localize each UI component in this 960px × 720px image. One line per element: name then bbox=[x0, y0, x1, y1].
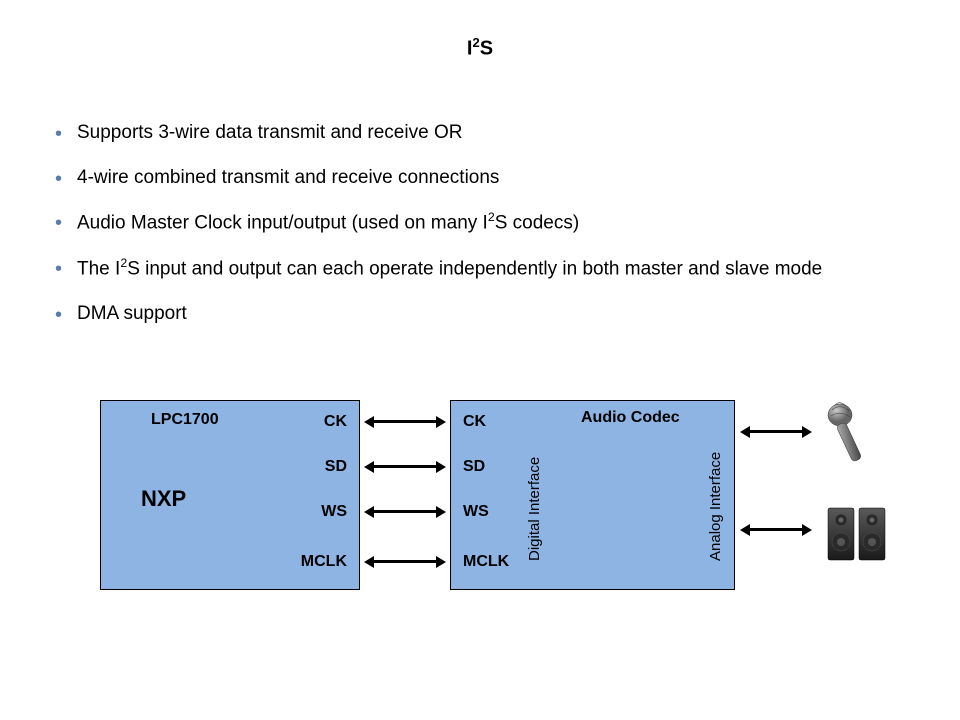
speakers-icon bbox=[825, 500, 890, 570]
title-post: S bbox=[480, 38, 493, 60]
bullet-list: Supports 3-wire data transmit and receiv… bbox=[55, 120, 905, 346]
block-diagram: LPC1700 NXP CK SD WS MCLK Audio Codec Di… bbox=[0, 400, 960, 630]
pin-label: SD bbox=[463, 458, 485, 476]
pin-label: SD bbox=[325, 458, 347, 476]
title-sup: 2 bbox=[472, 35, 479, 50]
bullet-text: S codecs) bbox=[495, 213, 579, 234]
bullet-text: Audio Master Clock input/output (used on… bbox=[77, 213, 488, 234]
analog-interface-label: Analog Interface bbox=[707, 431, 724, 561]
bullet-text: 4-wire combined transmit and receive con… bbox=[77, 167, 499, 188]
pin-label: MCLK bbox=[463, 553, 509, 571]
pin-label: WS bbox=[321, 503, 347, 521]
microphone-icon bbox=[820, 400, 880, 470]
bullet-item: The I2S input and output can each operat… bbox=[55, 255, 905, 283]
bullet-text: S input and output can each operate inde… bbox=[127, 258, 822, 279]
digital-interface-label: Digital Interface bbox=[526, 431, 543, 561]
signal-arrow bbox=[372, 510, 438, 513]
bullet-sup: 2 bbox=[488, 210, 495, 224]
codec-title: Audio Codec bbox=[581, 409, 680, 427]
page-title: I2S bbox=[0, 35, 960, 61]
bullet-item: Supports 3-wire data transmit and receiv… bbox=[55, 120, 905, 147]
lpc-title: LPC1700 bbox=[151, 411, 219, 429]
pin-label: WS bbox=[463, 503, 489, 521]
analog-arrow bbox=[748, 528, 804, 531]
bullet-item: DMA support bbox=[55, 301, 905, 328]
bullet-text: DMA support bbox=[77, 303, 187, 324]
pin-label: MCLK bbox=[301, 553, 347, 571]
codec-block: Audio Codec Digital Interface Analog Int… bbox=[450, 400, 735, 590]
bullet-text: The I bbox=[77, 258, 120, 279]
bullet-item: Audio Master Clock input/output (used on… bbox=[55, 209, 905, 237]
lpc-block: LPC1700 NXP CK SD WS MCLK bbox=[100, 400, 360, 590]
lpc-brand: NXP bbox=[141, 486, 186, 512]
analog-arrow bbox=[748, 430, 804, 433]
signal-arrow bbox=[372, 560, 438, 563]
signal-arrow bbox=[372, 420, 438, 423]
pin-label: CK bbox=[324, 413, 347, 431]
signal-arrow bbox=[372, 465, 438, 468]
pin-label: CK bbox=[463, 413, 486, 431]
bullet-text: Supports 3-wire data transmit and receiv… bbox=[77, 122, 462, 143]
bullet-item: 4-wire combined transmit and receive con… bbox=[55, 165, 905, 192]
